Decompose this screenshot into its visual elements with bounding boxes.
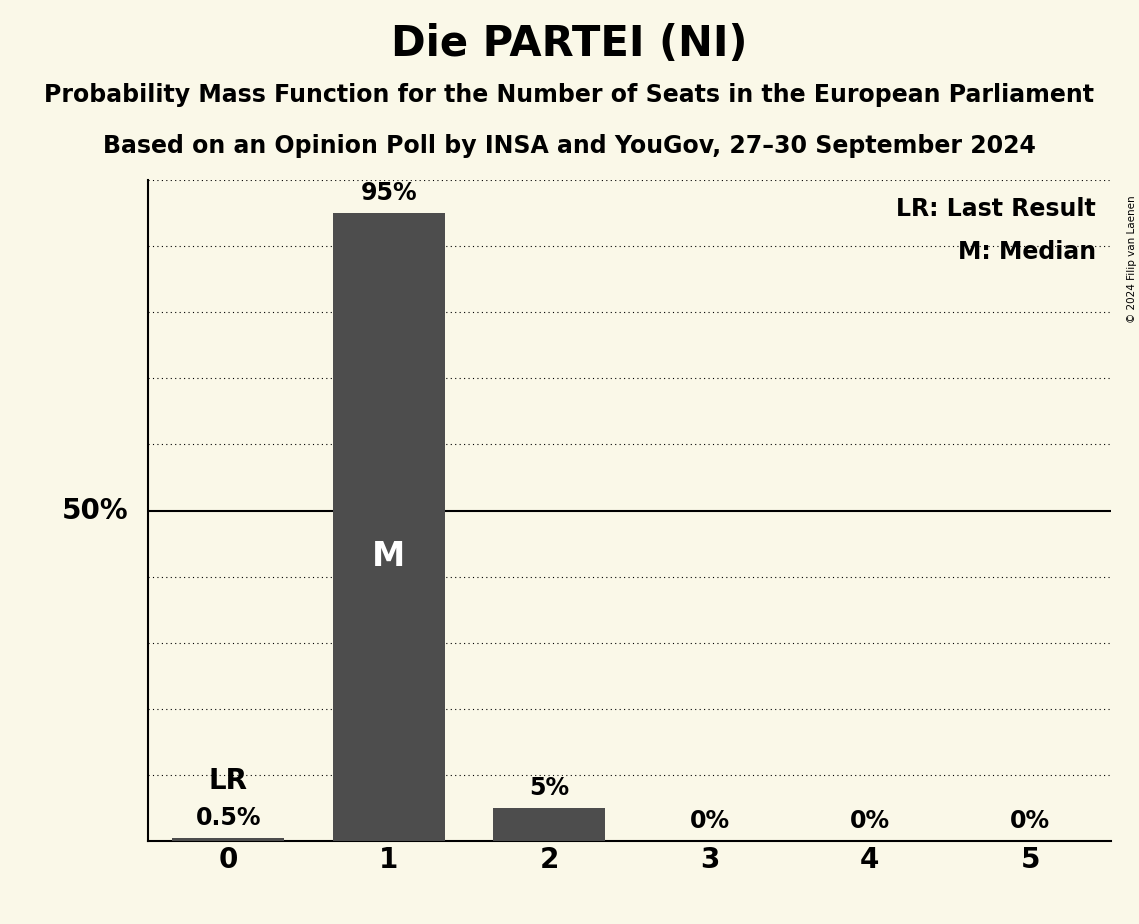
Bar	[493, 808, 605, 841]
Text: 0%: 0%	[1010, 808, 1050, 833]
Text: 95%: 95%	[360, 181, 417, 205]
Text: 0%: 0%	[689, 808, 730, 833]
Text: 0.5%: 0.5%	[196, 806, 261, 830]
Bar	[333, 213, 445, 841]
Text: LR: LR	[208, 767, 248, 796]
Text: © 2024 Filip van Laenen: © 2024 Filip van Laenen	[1126, 195, 1137, 322]
Text: LR: Last Result: LR: Last Result	[896, 197, 1096, 221]
Text: 0%: 0%	[850, 808, 890, 833]
Text: Die PARTEI (NI): Die PARTEI (NI)	[392, 23, 747, 65]
Text: Based on an Opinion Poll by INSA and YouGov, 27–30 September 2024: Based on an Opinion Poll by INSA and You…	[103, 134, 1036, 158]
Text: M: M	[372, 541, 405, 573]
Bar	[172, 837, 285, 841]
Text: Probability Mass Function for the Number of Seats in the European Parliament: Probability Mass Function for the Number…	[44, 83, 1095, 107]
Text: 50%: 50%	[63, 496, 129, 525]
Text: 5%: 5%	[528, 776, 570, 800]
Text: M: Median: M: Median	[958, 239, 1096, 263]
